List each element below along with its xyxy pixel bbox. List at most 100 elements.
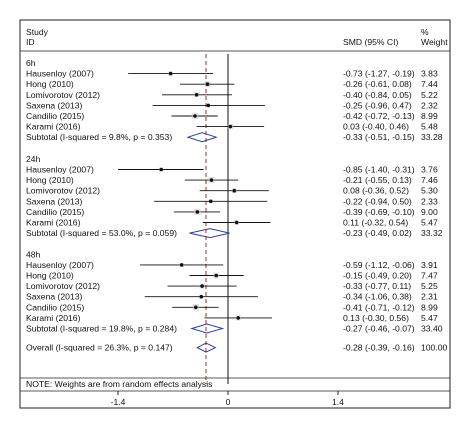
smd-ci-value: -0.34 (-1.06, 0.38)	[343, 292, 412, 302]
point-estimate-marker	[205, 82, 210, 86]
weight-value: 3.83	[421, 69, 438, 79]
point-estimate-marker	[209, 178, 214, 182]
smd-ci-value: -0.40 (-0.84, 0.05)	[343, 90, 412, 100]
x-axis-tick-label: 1.4	[332, 397, 344, 407]
point-estimate-marker	[159, 167, 164, 172]
x-axis-tick-label: -1.4	[111, 397, 126, 407]
point-estimate-marker	[228, 124, 233, 129]
study-label: Candilio (2015)	[26, 111, 84, 121]
group-label-6h: 6h	[26, 58, 36, 68]
point-estimate-marker	[193, 114, 197, 118]
weights-note: NOTE: Weights are from random effects an…	[26, 379, 212, 389]
study-label: Karami (2016)	[26, 313, 81, 323]
smd-ci-value: -0.41 (-0.71, -0.12)	[343, 302, 415, 312]
weight-value: 2.32	[421, 100, 438, 110]
point-estimate-marker	[179, 263, 184, 267]
weight-value: 8.99	[421, 302, 438, 312]
overall-weight-value: 100.00	[421, 343, 448, 353]
weight-value: 8.99	[421, 111, 438, 121]
study-label: Karami (2016)	[26, 218, 81, 228]
study-label: Lomivorotov (2012)	[26, 281, 100, 291]
column-header-id: ID	[26, 37, 35, 47]
smd-ci-value: 0.11 (-0.32, 0.54)	[343, 218, 408, 228]
column-header-smd: SMD (95% CI)	[343, 37, 399, 47]
weight-value: 3.91	[421, 260, 438, 270]
smd-ci-value: -0.59 (-1.12, -0.06)	[343, 260, 415, 270]
weight-value: 7.47	[421, 271, 438, 281]
column-header-percent: %	[421, 27, 429, 37]
smd-ci-value: -0.42 (-0.72, -0.13)	[343, 111, 415, 121]
subtotal-weight-value: 33.32	[421, 228, 443, 238]
weight-value: 5.30	[421, 186, 438, 196]
study-label: Lomivorotov (2012)	[26, 186, 100, 196]
smd-ci-value: -0.26 (-0.61, 0.08)	[343, 79, 412, 89]
subtotal-diamond	[190, 323, 225, 334]
weight-value: 5.48	[421, 122, 438, 132]
subtotal-diamond	[189, 228, 230, 239]
study-label: Karami (2016)	[26, 122, 81, 132]
study-label: Hausenloy (2007)	[26, 260, 94, 270]
weight-value: 5.25	[421, 281, 438, 291]
subtotal-smd-ci-value: -0.27 (-0.46, -0.07)	[343, 324, 415, 334]
weight-value: 5.22	[421, 90, 438, 100]
study-label: Candilio (2015)	[26, 302, 84, 312]
point-estimate-marker	[206, 103, 211, 108]
study-label: Saxena (2013)	[26, 100, 83, 110]
weight-value: 2.33	[421, 196, 438, 206]
point-estimate-marker	[194, 93, 199, 97]
smd-ci-value: 0.03 (-0.40, 0.46)	[343, 122, 409, 132]
study-label: Lomivorotov (2012)	[26, 90, 100, 100]
study-label: Saxena (2013)	[26, 196, 83, 206]
weight-value: 3.76	[421, 165, 438, 175]
point-estimate-marker	[195, 210, 200, 214]
subtotal-smd-ci-value: -0.33 (-0.51, -0.15)	[343, 132, 415, 142]
group-label-24h: 24h	[26, 154, 41, 164]
x-axis-tick-label: 0	[226, 397, 231, 407]
subtotal-smd-ci-value: -0.23 (-0.49, 0.02)	[343, 228, 412, 238]
column-header-weight: Weight	[421, 37, 448, 47]
point-estimate-marker	[199, 294, 204, 299]
point-estimate-marker	[232, 188, 237, 193]
subtotal-label: Subtotal (I-squared = 53.0%, p = 0.059)	[26, 228, 177, 238]
smd-ci-value: -0.85 (-1.40, -0.31)	[343, 165, 415, 175]
subtotal-weight-value: 33.40	[421, 324, 443, 334]
weight-value: 7.46	[421, 175, 438, 185]
column-header-study: Study	[26, 27, 48, 37]
study-label: Hausenloy (2007)	[26, 165, 94, 175]
study-label: Hausenloy (2007)	[26, 69, 94, 79]
smd-ci-value: -0.73 (-1.27, -0.19)	[343, 69, 415, 79]
overall-diamond	[196, 342, 217, 353]
smd-ci-value: 0.13 (-0.30, 0.56)	[343, 313, 409, 323]
study-label: Candilio (2015)	[26, 207, 84, 217]
smd-ci-value: -0.25 (-0.96, 0.47)	[343, 100, 412, 110]
point-estimate-marker	[193, 305, 198, 310]
point-estimate-marker	[234, 220, 239, 225]
study-label: Saxena (2013)	[26, 292, 83, 302]
subtotal-weight-value: 33.28	[421, 132, 443, 142]
subtotal-label: Subtotal (I-squared = 9.8%, p = 0.353)	[26, 132, 172, 142]
smd-ci-value: -0.33 (-0.77, 0.11)	[343, 281, 411, 291]
point-estimate-marker	[236, 316, 241, 320]
overall-smd-ci-value: -0.28 (-0.39, -0.16)	[343, 343, 415, 353]
smd-ci-value: -0.21 (-0.55, 0.13)	[343, 175, 412, 185]
smd-ci-value: -0.22 (-0.94, 0.50)	[343, 196, 412, 206]
point-estimate-marker	[200, 284, 204, 288]
study-label: Hong (2010)	[26, 175, 74, 185]
weight-value: 5.47	[421, 218, 438, 228]
weight-value: 2.31	[421, 292, 438, 302]
point-estimate-marker	[214, 273, 219, 278]
study-label: Hong (2010)	[26, 79, 74, 89]
weight-value: 5.47	[421, 313, 438, 323]
overall-label: Overall (I-squared = 26.3%, p = 0.147)	[26, 343, 173, 353]
smd-ci-value: -0.15 (-0.49, 0.20)	[343, 271, 412, 281]
study-label: Hong (2010)	[26, 271, 74, 281]
point-estimate-marker	[208, 199, 213, 204]
point-estimate-marker	[168, 71, 173, 76]
smd-ci-value: -0.39 (-0.69, -0.10)	[343, 207, 415, 217]
subtotal-label: Subtotal (I-squared = 19.8%, p = 0.284)	[26, 324, 177, 334]
smd-ci-value: 0.08 (-0.36, 0.52)	[343, 186, 409, 196]
group-label-48h: 48h	[26, 249, 41, 259]
subtotal-diamond	[186, 132, 218, 143]
